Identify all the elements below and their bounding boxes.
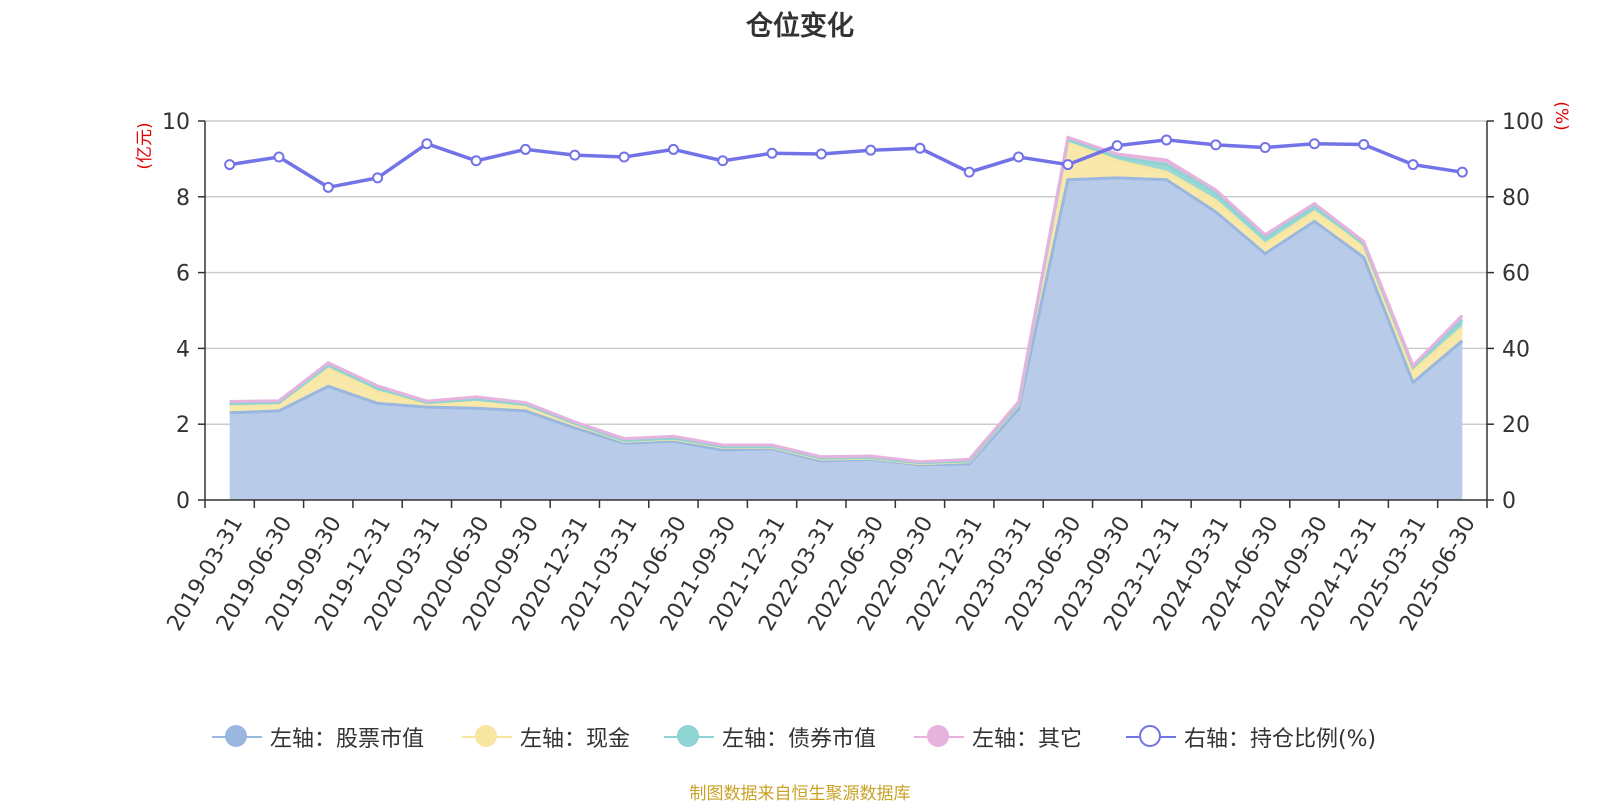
ratio-point (224, 159, 236, 171)
ratio-point (1013, 151, 1025, 163)
filled-circle-icon (677, 725, 699, 747)
legend-swatch (1126, 722, 1176, 752)
left-tick-label: 0 (176, 489, 190, 514)
legend-label: 右轴：持仓比例(%) (1184, 727, 1377, 752)
area-stock (229, 177, 1463, 500)
line-bond (229, 137, 1464, 465)
left-tick-label: 2 (176, 413, 190, 438)
ratio-point (273, 151, 285, 163)
legend-item-ratio[interactable]: 右轴：持仓比例(%) (1126, 722, 1376, 752)
ratio-point (963, 166, 975, 178)
legend-label: 左轴：其它 (972, 727, 1083, 752)
ratio-point (1259, 142, 1271, 154)
ratio-point (569, 149, 581, 161)
ratio-point (372, 172, 384, 184)
left-tick-label: 8 (176, 186, 190, 211)
right-tick-label: 100 (1502, 110, 1544, 135)
right-tick-label: 20 (1502, 413, 1530, 438)
ratio-point (815, 148, 827, 160)
ratio-point (520, 143, 531, 155)
ratio-point (1407, 159, 1419, 171)
ratio-point (1111, 140, 1123, 152)
legend-item-bond[interactable]: 左轴：债券市值 (664, 722, 876, 752)
legend-item-stock[interactable]: 左轴：股票市值 (212, 722, 424, 752)
left-tick-label: 4 (176, 337, 190, 362)
ratio-point (421, 138, 433, 150)
filled-circle-icon (475, 725, 497, 747)
ratio-point (717, 155, 729, 167)
ratio-point (914, 142, 926, 154)
ratio-point (1062, 159, 1074, 171)
legend: 左轴：股票市值 左轴：现金 左轴：债券市值 左轴：其它 右轴：持仓比例(%) (0, 722, 1600, 752)
ratio-point (667, 143, 679, 155)
ratio-point (865, 144, 877, 156)
right-tick-label: 0 (1502, 489, 1516, 514)
legend-swatch (212, 722, 262, 752)
legend-swatch (664, 722, 714, 752)
line-other (229, 135, 1464, 464)
chart-title: 仓位变化 (746, 11, 854, 42)
ratio-point (470, 155, 482, 167)
right-axis-title: (%) (1551, 101, 1571, 130)
legend-swatch (462, 722, 512, 752)
ratio-point (1456, 166, 1468, 178)
ratio-point (766, 147, 778, 159)
filled-circle-icon (225, 725, 247, 747)
source-footer: 制图数据来自恒生聚源数据库 (689, 784, 911, 804)
legend-label: 左轴：债券市值 (722, 727, 877, 752)
right-tick-label: 40 (1502, 337, 1530, 362)
stacked-areas (229, 135, 1464, 500)
ratio-line (224, 134, 1468, 193)
ratio-point (1358, 138, 1370, 150)
ratio-point (1210, 139, 1222, 151)
legend-label: 左轴：现金 (520, 727, 631, 752)
filled-circle-icon (927, 725, 949, 747)
left-tick-label: 6 (176, 262, 190, 287)
legend-label: 左轴：股票市值 (270, 727, 425, 752)
right-tick-label: 60 (1502, 262, 1530, 287)
left-tick-label: 10 (162, 110, 190, 135)
legend-swatch (914, 722, 964, 752)
right-tick-label: 80 (1502, 186, 1530, 211)
hollow-circle-icon (1139, 725, 1161, 747)
ratio-point (1308, 138, 1320, 150)
ratio-point (618, 151, 630, 163)
ratio-point (1161, 134, 1172, 146)
ratio-point (322, 181, 334, 193)
ratio-line-path (229, 138, 1463, 190)
legend-item-cash[interactable]: 左轴：现金 (462, 722, 630, 752)
left-axis-title: (亿元) (135, 122, 155, 169)
legend-item-other[interactable]: 左轴：其它 (914, 722, 1082, 752)
